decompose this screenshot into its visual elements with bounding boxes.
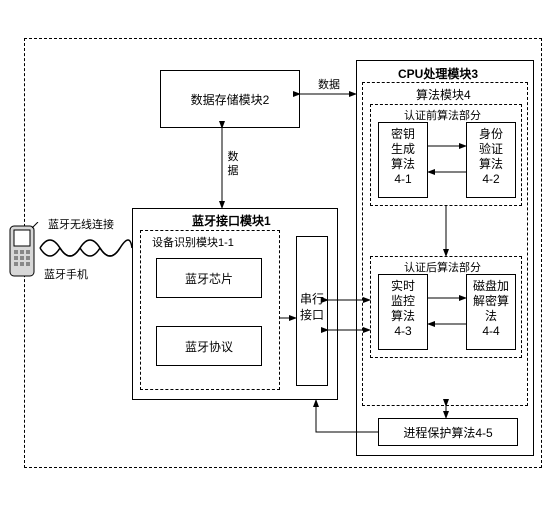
id-verify-id: 4-2 bbox=[467, 172, 515, 187]
dev-rec-module bbox=[140, 230, 280, 390]
bt-module-title: 蓝牙接口模块1 bbox=[192, 212, 271, 229]
serial-l2: 接口 bbox=[297, 307, 327, 323]
disk-id: 4-4 bbox=[467, 324, 515, 339]
storage-module: 数据存储模块2 bbox=[160, 70, 300, 128]
data-label-vert: 数 据 bbox=[226, 150, 240, 178]
key-gen-l1: 密钥 bbox=[379, 127, 427, 142]
serial-l1: 串行 bbox=[297, 291, 327, 307]
rt-mon-id: 4-3 bbox=[379, 324, 427, 339]
bt-proto-label: 蓝牙协议 bbox=[185, 338, 233, 355]
data-v1: 数 bbox=[226, 150, 240, 164]
rt-mon-l2: 监控 bbox=[379, 294, 427, 309]
proc-protect-box: 进程保护算法4-5 bbox=[378, 418, 518, 446]
pre-auth-title: 认证前算法部分 bbox=[404, 107, 481, 123]
phone-icon bbox=[4, 222, 44, 298]
id-verify-box: 身份 验证 算法 4-2 bbox=[466, 122, 516, 198]
cpu-module-title: CPU处理模块3 bbox=[398, 65, 478, 82]
disk-l1: 磁盘加 bbox=[467, 279, 515, 294]
disk-box: 磁盘加 解密算 法 4-4 bbox=[466, 274, 516, 350]
storage-module-label: 数据存储模块2 bbox=[191, 91, 270, 108]
bt-proto-box: 蓝牙协议 bbox=[156, 326, 262, 366]
bt-wireless-label: 蓝牙无线连接 bbox=[48, 216, 114, 232]
rt-mon-l3: 算法 bbox=[379, 309, 427, 324]
diagram-canvas: 数据存储模块2 CPU处理模块3 算法模块4 认证前算法部分 密钥 生成 算法 … bbox=[0, 0, 555, 505]
bt-phone-label: 蓝牙手机 bbox=[44, 266, 88, 282]
serial-box: 串行 接口 bbox=[296, 236, 328, 386]
data-label-top: 数据 bbox=[318, 76, 340, 92]
data-v2: 据 bbox=[226, 164, 240, 178]
dev-rec-title: 设备识别模块1-1 bbox=[152, 234, 234, 250]
id-verify-l3: 算法 bbox=[467, 157, 515, 172]
id-verify-l2: 验证 bbox=[467, 142, 515, 157]
disk-l3: 法 bbox=[467, 309, 515, 324]
key-gen-id: 4-1 bbox=[379, 172, 427, 187]
bt-chip-label: 蓝牙芯片 bbox=[185, 270, 233, 287]
rt-mon-box: 实时 监控 算法 4-3 bbox=[378, 274, 428, 350]
key-gen-l3: 算法 bbox=[379, 157, 427, 172]
id-verify-l1: 身份 bbox=[467, 127, 515, 142]
proc-protect-label: 进程保护算法4-5 bbox=[403, 424, 492, 441]
post-auth-title: 认证后算法部分 bbox=[404, 259, 481, 275]
disk-l2: 解密算 bbox=[467, 294, 515, 309]
bt-chip-box: 蓝牙芯片 bbox=[156, 258, 262, 298]
key-gen-box: 密钥 生成 算法 4-1 bbox=[378, 122, 428, 198]
rt-mon-l1: 实时 bbox=[379, 279, 427, 294]
key-gen-l2: 生成 bbox=[379, 142, 427, 157]
algo-module-title: 算法模块4 bbox=[416, 86, 471, 103]
